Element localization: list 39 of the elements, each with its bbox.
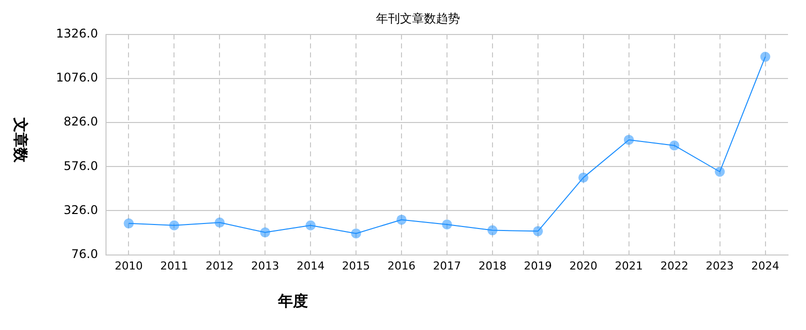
point: [169, 220, 180, 230]
x-tick-label: 2016: [388, 259, 416, 272]
x-axis-title: 年度: [278, 292, 308, 311]
x-tick-label: 2021: [614, 259, 643, 272]
point: [669, 140, 680, 150]
y-axis-title: 文章数: [10, 118, 30, 162]
point: [442, 219, 452, 230]
x-tick-label: 2019: [524, 259, 552, 272]
point: [260, 227, 270, 238]
x-tick-label: 2020: [569, 259, 598, 272]
y-tick-label: 826.0: [64, 114, 98, 129]
y-tick-label: 76.0: [71, 246, 98, 261]
point: [578, 172, 588, 183]
point: [624, 134, 634, 145]
x-tick-label: 2017: [432, 259, 461, 272]
x-tick-label: 2024: [751, 259, 780, 272]
x-tick-label: 2012: [206, 259, 234, 272]
x-tick-label: 2014: [296, 259, 325, 272]
point: [396, 214, 407, 225]
x-tick-label: 2018: [478, 259, 506, 272]
x-tick-label: 2015: [342, 259, 370, 272]
point: [532, 226, 543, 236]
point: [306, 220, 316, 230]
y-tick-label: 576.0: [64, 158, 98, 173]
chart-title: 年刊文章数趋势: [376, 11, 460, 26]
x-tick-label: 2022: [660, 259, 688, 272]
y-tick-label: 1326.0: [56, 26, 98, 41]
point: [351, 228, 362, 238]
x-tick-label: 2011: [160, 259, 188, 272]
point: [487, 225, 498, 236]
x-tick-label: 2010: [114, 259, 143, 272]
point: [714, 166, 725, 177]
point: [760, 52, 770, 62]
point: [214, 218, 225, 228]
x-tick-label: 2013: [251, 259, 280, 272]
point: [124, 218, 134, 228]
y-tick-label: 1076.0: [56, 70, 98, 85]
x-tick-label: 2023: [706, 259, 734, 272]
y-tick-label: 326.0: [64, 202, 98, 217]
